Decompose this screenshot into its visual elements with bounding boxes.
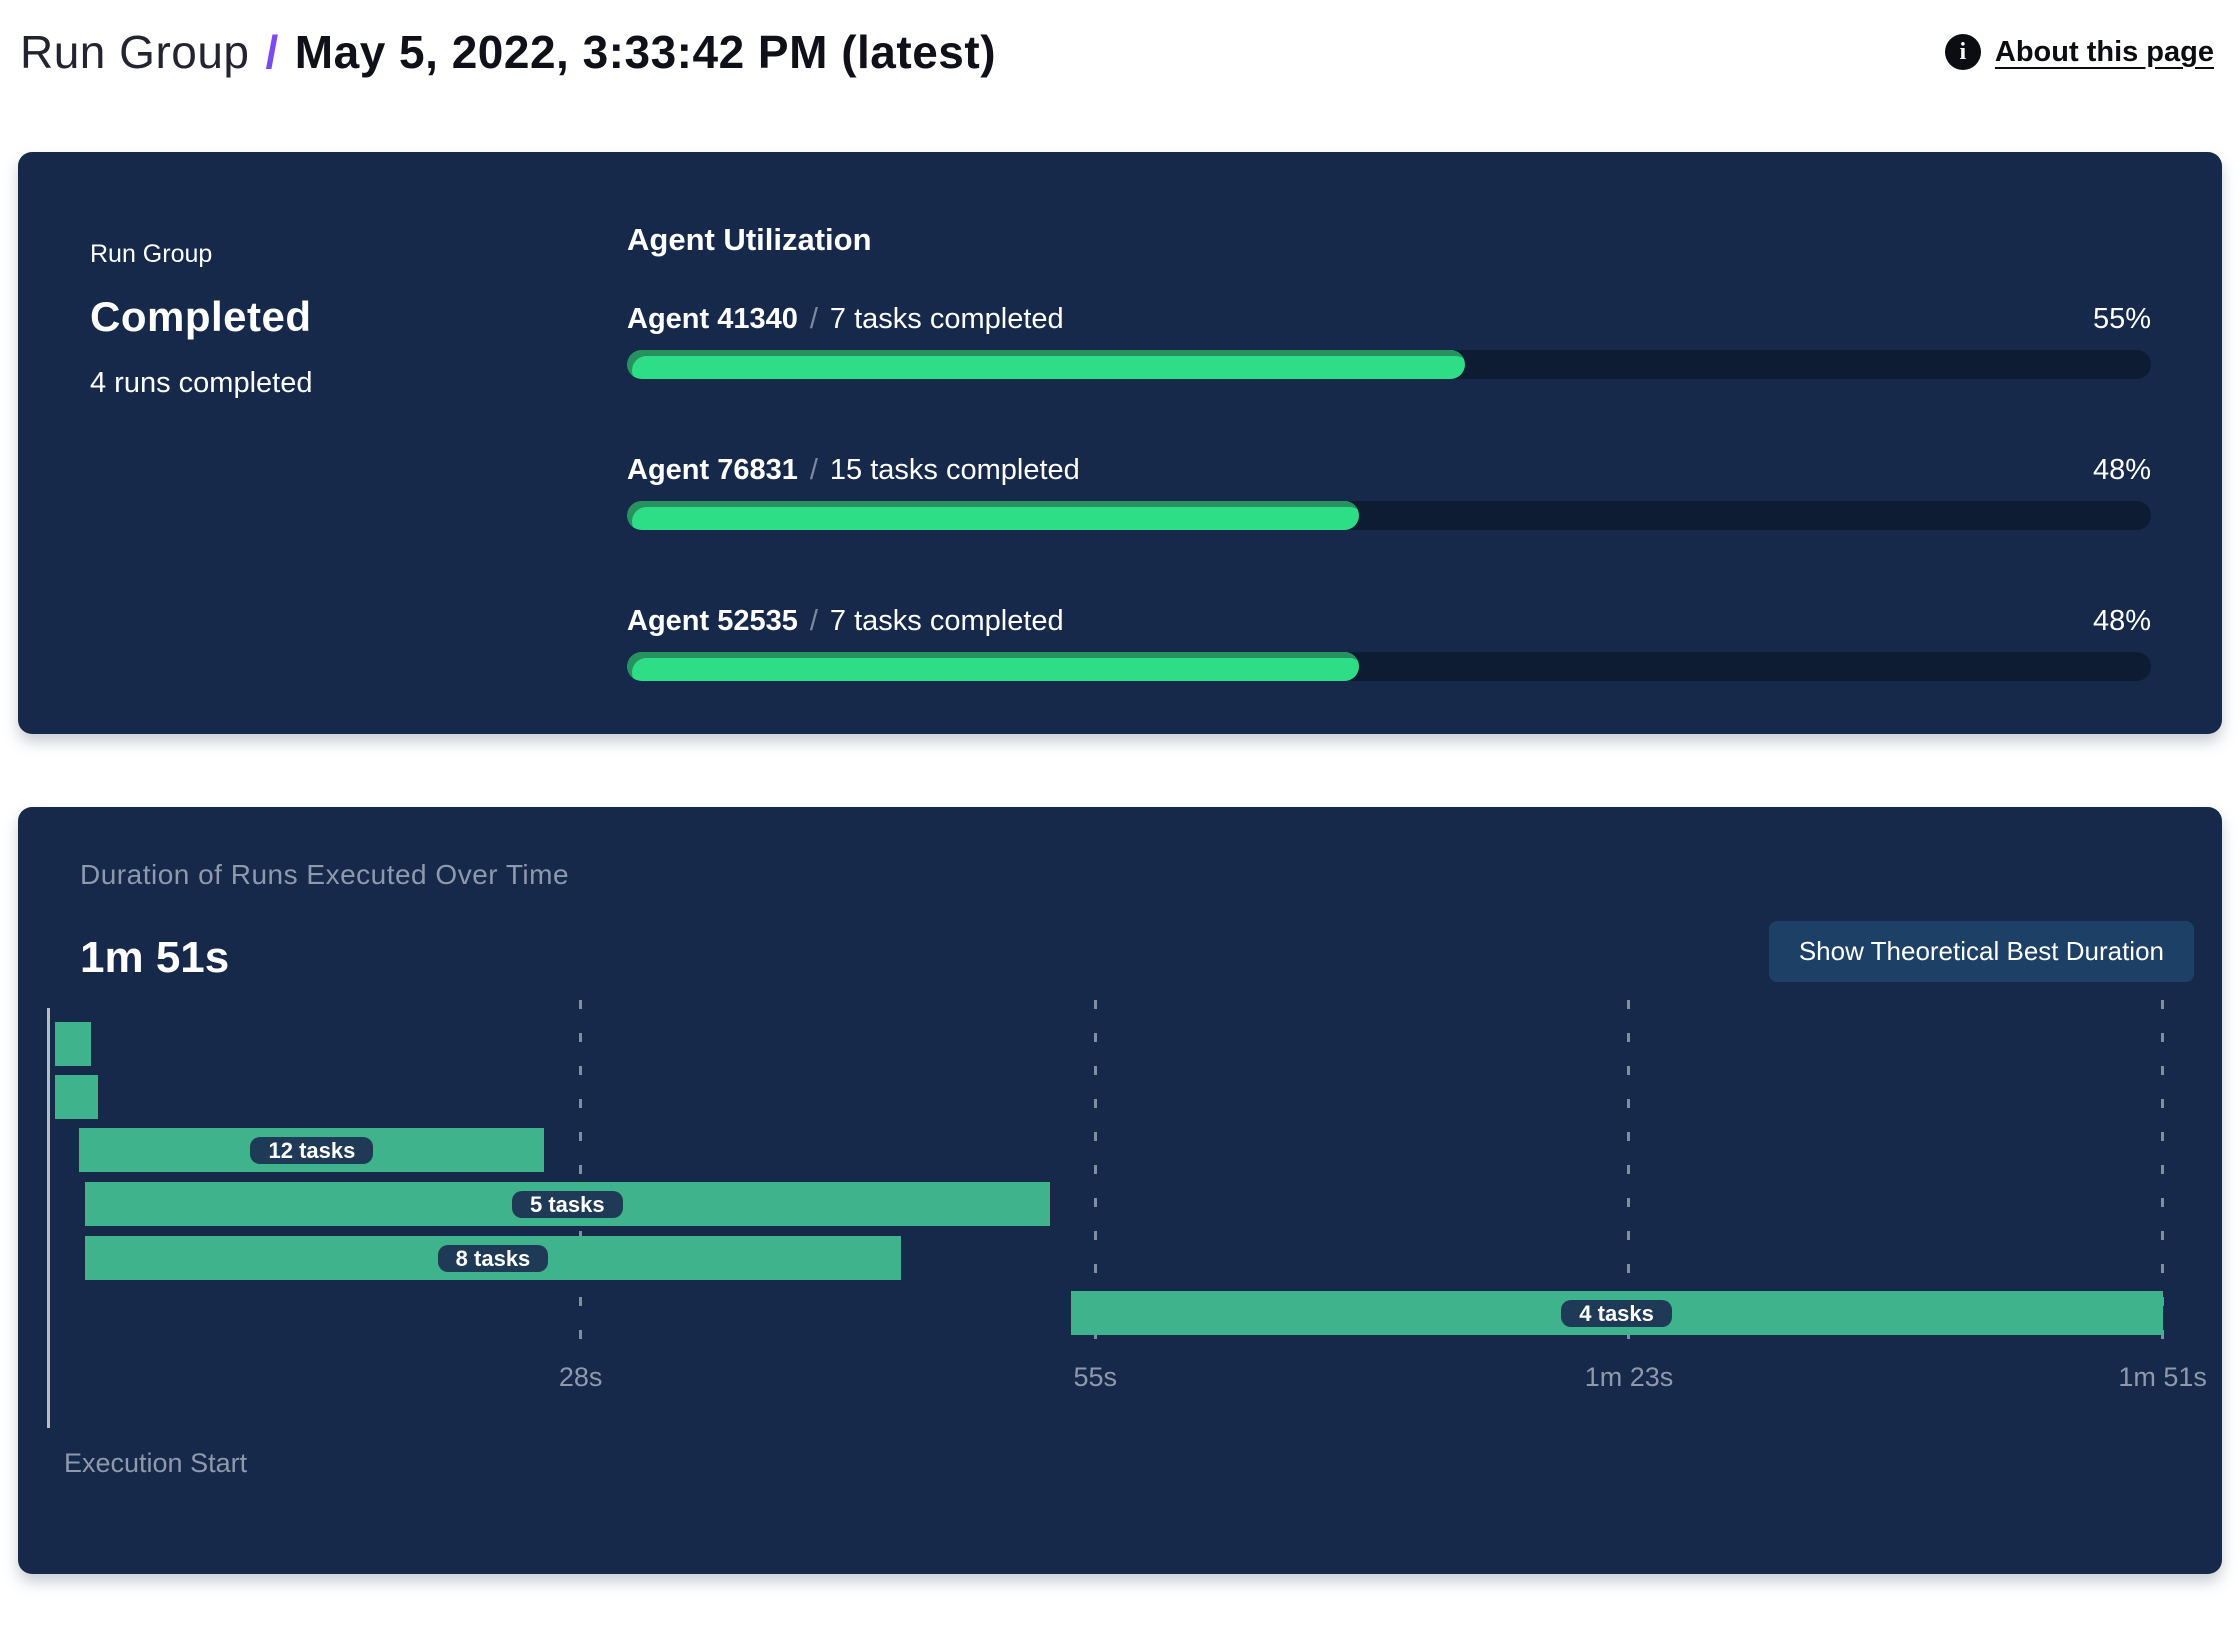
agent-name-and-tasks: Agent 52535 / 7 tasks completed bbox=[627, 605, 1064, 638]
run-duration-bar[interactable]: 4 tasks bbox=[1070, 1291, 2163, 1335]
info-icon: i bbox=[1944, 34, 1981, 70]
axis-tick-label: 1m 23s bbox=[1584, 1362, 1674, 1392]
task-count-badge: 4 tasks bbox=[1561, 1299, 1672, 1327]
agent-utilization-percent: 48% bbox=[2092, 454, 2151, 486]
duration-chart-card: Duration of Runs Executed Over Time 1m 5… bbox=[18, 807, 2222, 1574]
agent-name: Agent 76831 bbox=[627, 454, 798, 486]
gantt-gridline bbox=[579, 1000, 583, 1358]
axis-tick-label: 28s bbox=[558, 1362, 603, 1392]
agent-title-separator: / bbox=[809, 303, 818, 335]
run-group-summary-card: Run Group Completed 4 runs completed Age… bbox=[18, 152, 2222, 734]
execution-start-label: Execution Start bbox=[64, 1448, 248, 1478]
run-duration-gantt-chart: Execution Start 28s 55s 1m 23s 1m 51s 12 tas… bbox=[18, 1000, 2222, 1478]
utilization-bar-fill bbox=[627, 652, 1359, 681]
run-duration-bar[interactable]: 5 tasks bbox=[85, 1182, 1050, 1226]
utilization-bar-track bbox=[627, 501, 2151, 530]
page-title: May 5, 2022, 3:33:42 PM (latest) bbox=[294, 26, 997, 78]
utilization-bar-track bbox=[627, 652, 2151, 681]
agent-utilization-row: Agent 52535 / 7 tasks completed 48% bbox=[627, 605, 2151, 681]
agent-utilization-rows: Agent 41340 / 7 tasks completed 55% Agent 76… bbox=[627, 303, 2151, 681]
task-count-badge: 12 tasks bbox=[250, 1136, 374, 1164]
gantt-gridline bbox=[2161, 1000, 2165, 1358]
task-count-badge: 5 tasks bbox=[512, 1190, 623, 1218]
agent-utilization-percent: 48% bbox=[2092, 605, 2151, 637]
run-group-status: Completed bbox=[90, 293, 312, 340]
utilization-bar-fill bbox=[627, 501, 1359, 530]
agent-utilization-section: Agent Utilization Agent 41340 / 7 tasks co… bbox=[627, 222, 2151, 734]
agent-utilization-percent: 55% bbox=[2092, 303, 2151, 335]
agent-name-and-tasks: Agent 76831 / 15 tasks completed bbox=[627, 454, 1080, 487]
run-group-label: Run Group bbox=[90, 240, 213, 268]
runs-completed-count: 4 runs completed bbox=[90, 367, 313, 399]
agent-utilization-row: Agent 41340 / 7 tasks completed 55% bbox=[627, 303, 2151, 379]
run-duration-bar[interactable]: 12 tasks bbox=[79, 1128, 545, 1172]
about-this-page-label: About this page bbox=[1994, 35, 2214, 68]
agent-tasks-completed: 7 tasks completed bbox=[829, 303, 1064, 335]
utilization-bar-track bbox=[627, 350, 2151, 379]
agent-title-separator: / bbox=[809, 605, 818, 637]
gantt-gridline bbox=[1093, 1000, 1097, 1358]
utilization-bar-fill bbox=[627, 350, 1466, 379]
gantt-gridline bbox=[1627, 1000, 1631, 1358]
agent-utilization-row: Agent 76831 / 15 tasks completed 48% bbox=[627, 454, 2151, 530]
total-duration-value: 1m 51s bbox=[80, 933, 230, 982]
breadcrumb-separator: / bbox=[265, 26, 279, 78]
axis-tick-label: 1m 51s bbox=[2118, 1362, 2207, 1392]
run-duration-bar[interactable] bbox=[54, 1022, 91, 1066]
agent-title-separator: / bbox=[809, 454, 818, 486]
agent-tasks-completed: 15 tasks completed bbox=[829, 454, 1080, 486]
agent-name: Agent 52535 bbox=[627, 605, 798, 637]
execution-start-axis-line bbox=[47, 1008, 50, 1428]
page-header: Run Group / May 5, 2022, 3:33:42 PM (lat… bbox=[18, 14, 2222, 90]
agent-name: Agent 41340 bbox=[627, 303, 798, 335]
agent-name-and-tasks: Agent 41340 / 7 tasks completed bbox=[627, 303, 1064, 336]
run-group-summary-left: Run Group Completed 4 runs completed bbox=[90, 222, 627, 734]
duration-chart-title: Duration of Runs Executed Over Time bbox=[80, 859, 570, 890]
agent-tasks-completed: 7 tasks completed bbox=[829, 605, 1064, 637]
agent-title-line: Agent 76831 / 15 tasks completed 48% bbox=[627, 454, 2151, 487]
agent-title-line: Agent 52535 / 7 tasks completed 48% bbox=[627, 605, 2151, 638]
axis-tick-label: 55s bbox=[1073, 1362, 1118, 1392]
breadcrumb-run-group: Run Group bbox=[20, 26, 250, 78]
breadcrumb: Run Group / May 5, 2022, 3:33:42 PM (lat… bbox=[20, 25, 996, 79]
agent-utilization-heading: Agent Utilization bbox=[627, 222, 872, 257]
run-duration-bar[interactable] bbox=[54, 1075, 99, 1119]
show-theoretical-best-duration-button[interactable]: Show Theoretical Best Duration bbox=[1768, 921, 2194, 982]
task-count-badge: 8 tasks bbox=[437, 1244, 549, 1272]
about-this-page-link[interactable]: i About this page bbox=[1944, 34, 2214, 70]
agent-title-line: Agent 41340 / 7 tasks completed 55% bbox=[627, 303, 2151, 336]
run-duration-bar[interactable]: 8 tasks bbox=[85, 1236, 901, 1280]
